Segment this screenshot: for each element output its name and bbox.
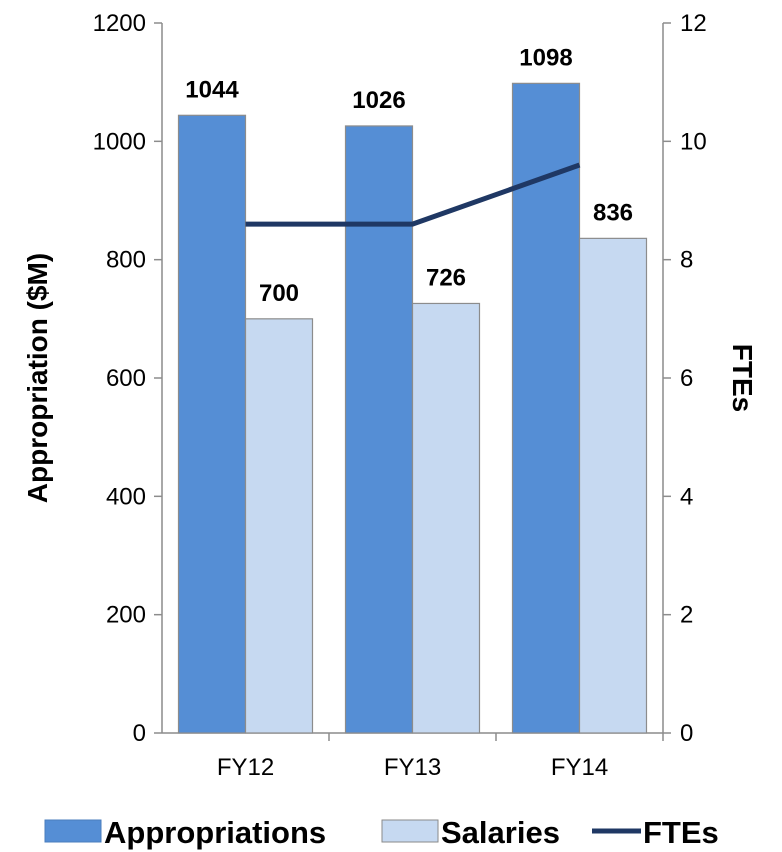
left-tick-label: 200 <box>106 602 146 629</box>
right-tick-label: 8 <box>680 247 693 274</box>
legend-label-salaries: Salaries <box>441 815 560 850</box>
data-label-salaries: 836 <box>593 199 633 226</box>
bar-appropriations <box>511 82 581 734</box>
data-label-appropriations: 1098 <box>519 44 572 71</box>
legend-label-ftes: FTEs <box>643 815 719 850</box>
left-tick-label: 0 <box>133 720 146 747</box>
right-tick-label: 0 <box>680 720 693 747</box>
bar-appropriations <box>344 125 414 734</box>
legend-swatch-appropriations <box>44 819 102 843</box>
right-tick-label: 10 <box>680 128 707 155</box>
bar-appropriations <box>177 114 247 734</box>
right-tick-label: 2 <box>680 602 693 629</box>
left-axis-title: Appropriation ($M) <box>22 253 53 503</box>
bar-salaries <box>578 237 648 734</box>
x-category-label: FY14 <box>551 754 608 781</box>
left-tick-label: 400 <box>106 483 146 510</box>
right-axis-title: FTEs <box>727 344 758 412</box>
x-category-label: FY13 <box>384 754 441 781</box>
left-tick-label: 1200 <box>93 10 146 37</box>
data-label-appropriations: 1044 <box>185 76 239 103</box>
line-ftes <box>245 162 581 227</box>
left-tick-label: 800 <box>106 247 146 274</box>
right-tick-label: 4 <box>680 483 693 510</box>
legend: Appropriations Salaries FTEs <box>44 815 719 850</box>
bar-salaries <box>244 318 314 734</box>
data-label-salaries: 700 <box>259 280 299 307</box>
right-tick-label: 6 <box>680 365 693 392</box>
data-label-salaries: 726 <box>426 264 466 291</box>
legend-swatch-salaries <box>381 819 439 843</box>
left-tick-label: 600 <box>106 365 146 392</box>
right-tick-label: 12 <box>680 10 707 37</box>
plot-area: 0 200 400 600 800 1000 1200 0 2 4 6 8 10 12 FY12 1044 70… <box>93 10 707 781</box>
left-tick-label: 1000 <box>93 128 146 155</box>
x-category-label: FY12 <box>217 754 274 781</box>
legend-label-appropriations: Appropriations <box>104 815 326 850</box>
data-label-appropriations: 1026 <box>352 87 405 114</box>
bar-salaries <box>411 302 481 734</box>
